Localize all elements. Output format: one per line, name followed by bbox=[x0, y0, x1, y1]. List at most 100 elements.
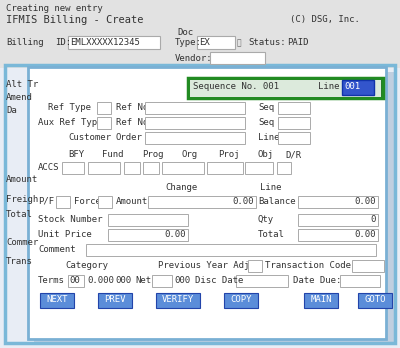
Bar bbox=[40, 293, 74, 308]
Text: Category: Category bbox=[65, 261, 108, 270]
Text: Da: Da bbox=[6, 106, 17, 115]
Bar bbox=[145, 102, 245, 114]
Bar bbox=[88, 162, 120, 174]
Text: Line: Line bbox=[318, 82, 340, 91]
Text: Terms: Terms bbox=[38, 276, 65, 285]
Bar bbox=[197, 36, 235, 49]
Bar bbox=[97, 102, 111, 114]
Text: Balance: Balance bbox=[258, 197, 296, 206]
Bar bbox=[342, 80, 374, 95]
Bar bbox=[148, 196, 256, 208]
Text: Unit Price: Unit Price bbox=[38, 230, 92, 239]
Bar bbox=[98, 293, 132, 308]
Text: Transaction Code: Transaction Code bbox=[265, 261, 351, 270]
Bar bbox=[304, 293, 338, 308]
Bar bbox=[224, 293, 258, 308]
Bar bbox=[56, 196, 70, 208]
Text: BFY: BFY bbox=[68, 150, 84, 159]
Bar bbox=[108, 214, 188, 226]
Text: 0.00: 0.00 bbox=[354, 197, 376, 206]
Bar bbox=[145, 132, 245, 144]
Bar bbox=[62, 162, 84, 174]
Bar bbox=[207, 162, 243, 174]
Bar bbox=[86, 244, 376, 256]
Bar bbox=[298, 214, 378, 226]
Text: Line: Line bbox=[260, 183, 282, 192]
Bar bbox=[278, 132, 310, 144]
Bar bbox=[145, 117, 245, 129]
Text: Type:: Type: bbox=[175, 38, 202, 47]
Bar bbox=[98, 196, 112, 208]
Text: Status:: Status: bbox=[248, 38, 286, 47]
Text: Customer: Customer bbox=[68, 133, 111, 142]
Bar bbox=[210, 52, 265, 64]
Text: Vendor:: Vendor: bbox=[175, 54, 213, 63]
Text: Line: Line bbox=[258, 133, 280, 142]
Text: Change: Change bbox=[165, 183, 197, 192]
Text: 0.00: 0.00 bbox=[232, 197, 254, 206]
Text: 0.00: 0.00 bbox=[354, 230, 376, 239]
Bar bbox=[190, 79, 381, 96]
Text: Prog: Prog bbox=[142, 150, 164, 159]
Bar bbox=[5, 65, 395, 343]
Text: VERIFY: VERIFY bbox=[162, 295, 194, 304]
Text: Creating new entry: Creating new entry bbox=[6, 4, 103, 13]
Text: Ref Type: Ref Type bbox=[48, 103, 91, 112]
Text: Comment: Comment bbox=[38, 245, 76, 254]
Text: Total: Total bbox=[6, 210, 33, 219]
Text: COPY: COPY bbox=[230, 295, 252, 304]
Text: Aux Ref Type: Aux Ref Type bbox=[38, 118, 102, 127]
Text: D/R: D/R bbox=[285, 150, 301, 159]
Text: Obj: Obj bbox=[258, 150, 274, 159]
Bar bbox=[68, 36, 160, 49]
Bar bbox=[236, 275, 288, 287]
Text: IFMIS Billing - Create: IFMIS Billing - Create bbox=[6, 15, 144, 25]
Bar bbox=[298, 229, 378, 241]
Text: Net: Net bbox=[135, 276, 151, 285]
Text: 000: 000 bbox=[174, 276, 190, 285]
Bar bbox=[108, 229, 188, 241]
Text: Fund: Fund bbox=[102, 150, 124, 159]
Text: Alt Tr: Alt Tr bbox=[6, 80, 38, 89]
Bar bbox=[188, 78, 383, 98]
Text: EX: EX bbox=[199, 38, 210, 47]
Bar bbox=[68, 275, 84, 287]
Text: Total: Total bbox=[258, 230, 285, 239]
Bar bbox=[278, 117, 310, 129]
Text: Qty: Qty bbox=[258, 215, 274, 224]
Text: Commer: Commer bbox=[6, 238, 38, 247]
Text: Trans: Trans bbox=[6, 257, 33, 266]
Bar bbox=[358, 293, 392, 308]
Text: Disc Date: Disc Date bbox=[195, 276, 243, 285]
Text: Previous Year Adj: Previous Year Adj bbox=[158, 261, 249, 270]
Bar bbox=[152, 275, 172, 287]
Text: Seq: Seq bbox=[258, 103, 274, 112]
Text: Freigh: Freigh bbox=[6, 195, 38, 204]
Text: ACCS: ACCS bbox=[38, 163, 60, 172]
Text: Force: Force bbox=[74, 197, 101, 206]
Bar bbox=[162, 162, 204, 174]
Text: 0.00: 0.00 bbox=[164, 230, 186, 239]
Text: Amount: Amount bbox=[116, 197, 148, 206]
Bar bbox=[97, 117, 111, 129]
Text: Doc: Doc bbox=[177, 28, 193, 37]
Bar bbox=[28, 67, 386, 339]
Text: 001: 001 bbox=[344, 82, 360, 91]
Text: 00: 00 bbox=[69, 276, 80, 285]
Bar bbox=[248, 260, 262, 272]
Text: Date Due:: Date Due: bbox=[293, 276, 341, 285]
Bar bbox=[34, 72, 394, 344]
Bar bbox=[245, 162, 273, 174]
Bar bbox=[124, 162, 140, 174]
Text: NEXT: NEXT bbox=[46, 295, 68, 304]
Bar bbox=[278, 102, 310, 114]
Text: Sequence No. 001: Sequence No. 001 bbox=[193, 82, 279, 91]
Text: Ref No: Ref No bbox=[116, 118, 148, 127]
Text: GOTO: GOTO bbox=[364, 295, 386, 304]
Bar bbox=[143, 162, 159, 174]
Text: PREV: PREV bbox=[104, 295, 126, 304]
Text: Amend: Amend bbox=[6, 93, 33, 102]
Text: 0: 0 bbox=[371, 215, 376, 224]
Text: Stock Number: Stock Number bbox=[38, 215, 102, 224]
Bar bbox=[298, 196, 378, 208]
